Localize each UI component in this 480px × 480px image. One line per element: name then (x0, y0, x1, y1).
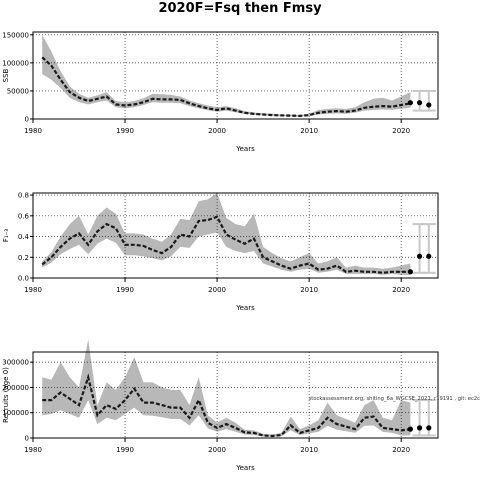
median-line (41, 215, 411, 274)
plot-frame (32, 31, 439, 120)
stamp-annotation: stockassessment.org, shiting_6a_WGCSE_20… (309, 396, 480, 402)
median-line (41, 56, 411, 118)
x-tick-label: 1980 (24, 446, 42, 454)
forecast-point (426, 253, 432, 259)
y-tick-label: 0 (25, 435, 29, 443)
forecast-point (416, 100, 423, 106)
ssb-panel: 1980 1990 2000 2010 2020 0 50000 100000 150000 Ye… (2, 31, 439, 153)
plot-frame (32, 192, 439, 279)
x-axis-title: Years (235, 304, 255, 312)
forecast-point (426, 102, 432, 108)
forecast-point (407, 426, 413, 432)
x-tick-label: 2020 (392, 286, 410, 294)
x-tick-label: 2020 (392, 127, 410, 135)
x-axis-title: Years (235, 464, 255, 472)
y-tick-label: 0.0 (18, 275, 29, 283)
y-tick-label: 100000 (2, 59, 29, 67)
y-axis-title: Recruits (age 0) (2, 367, 10, 423)
x-tick-label: 2000 (208, 286, 226, 294)
y-tick-label: 150000 (2, 31, 29, 39)
y-tick-label: 300000 (2, 359, 29, 367)
fishing-mortality-panel: 1980 1990 2000 2010 2020 0.0 0.2 0.4 0.6 0.8 Years… (2, 192, 439, 312)
confidence-band (42, 193, 411, 275)
y-axis-title: F₁₋₃ (2, 229, 10, 243)
forecast-point (426, 425, 432, 431)
y-tick-label: 200000 (2, 384, 29, 392)
y-tick-label: 0.2 (18, 254, 29, 262)
y-tick-label: 50000 (7, 87, 29, 95)
x-tick-label: 1990 (116, 286, 134, 294)
y-tick-label: 0.4 (18, 233, 30, 241)
x-tick-label: 1980 (24, 286, 42, 294)
y-tick-label: 0.6 (18, 212, 30, 220)
forecast-point (407, 269, 413, 275)
x-tick-label: 2010 (300, 127, 318, 135)
confidence-band (42, 339, 411, 437)
x-tick-label: 1990 (116, 127, 134, 135)
figure-title: 2020F=Fsq then Fmsy (158, 1, 322, 16)
x-tick-label: 2010 (300, 286, 318, 294)
x-axis-title: Years (235, 145, 255, 153)
forecast-point (407, 100, 413, 106)
x-tick-label: 2010 (300, 446, 318, 454)
y-axis-title: SSB (2, 68, 10, 82)
y-tick-label: 100000 (2, 409, 29, 417)
x-tick-label: 2000 (208, 127, 226, 135)
x-tick-label: 2020 (392, 446, 410, 454)
confidence-band (42, 34, 411, 117)
y-tick-label: 0.8 (18, 192, 29, 200)
plot-frame (32, 351, 439, 439)
x-tick-label: 1980 (24, 127, 42, 135)
recruitment-panel: 1980 1990 2000 2010 2020 0 100000 200000 300000 Y… (2, 339, 480, 472)
x-tick-label: 2000 (208, 446, 226, 454)
y-tick-label: 0 (25, 116, 29, 124)
forecast-point (416, 253, 423, 259)
median-line (42, 373, 411, 438)
forecast-point (416, 425, 423, 431)
x-tick-label: 1990 (116, 446, 134, 454)
